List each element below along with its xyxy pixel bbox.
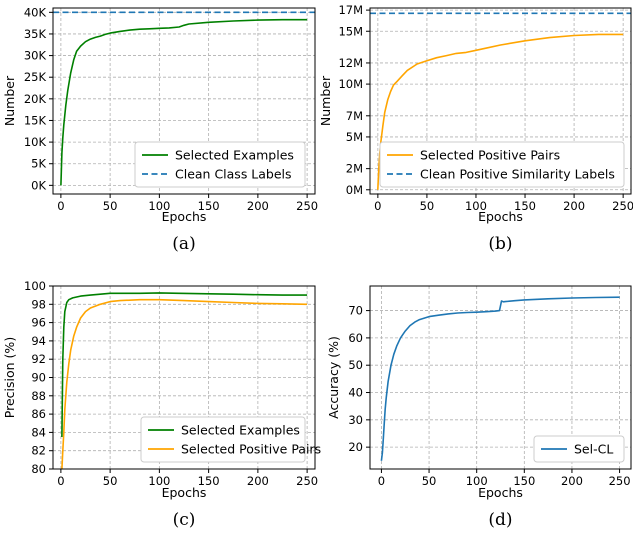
y-tick-label: 94 bbox=[31, 334, 46, 348]
y-tick-label: 92 bbox=[31, 352, 46, 366]
y-tick-label: 20K bbox=[24, 92, 47, 106]
y-tick-label: 15K bbox=[24, 113, 47, 127]
x-tick-label: 250 bbox=[609, 474, 631, 488]
y-tick-label: 17M bbox=[338, 3, 363, 17]
x-tick-label: 200 bbox=[561, 474, 583, 488]
legend-label: Selected Examples bbox=[175, 148, 294, 163]
y-tick-label: 5M bbox=[346, 130, 363, 144]
y-tick-label: 25K bbox=[24, 70, 47, 84]
panel-caption: (b) bbox=[488, 234, 512, 254]
y-tick-label: 100 bbox=[24, 279, 46, 293]
y-tick-label: 2M bbox=[346, 162, 363, 176]
legend-label: Clean Positive Similarity Labels bbox=[420, 167, 615, 182]
x-axis-title: Epochs bbox=[478, 485, 523, 500]
x-tick-label: 150 bbox=[514, 199, 536, 213]
y-tick-label: 60 bbox=[348, 331, 363, 345]
chart-panel-a: 0 50 100 150 200 250 0K 5K 10K 15K 20K 25K 30K 35K 40K… bbox=[2, 5, 318, 254]
y-tick-label: 30 bbox=[348, 413, 363, 427]
y-axis-title: Accuracy (%) bbox=[326, 336, 341, 419]
x-tick-label: 0 bbox=[374, 199, 381, 213]
legend: Selected Examples Clean Class Labels bbox=[134, 141, 306, 188]
x-tick-label: 200 bbox=[247, 199, 269, 213]
y-tick-label: 20 bbox=[348, 440, 363, 454]
panel-caption: (d) bbox=[488, 510, 512, 530]
legend-label: Clean Class Labels bbox=[175, 167, 292, 182]
x-tick-label: 150 bbox=[198, 474, 220, 488]
x-tick-label: 250 bbox=[296, 199, 318, 213]
series-line-data bbox=[380, 296, 620, 461]
x-tick-label: 100 bbox=[148, 474, 170, 488]
y-tick-label: 80 bbox=[31, 462, 46, 476]
x-tick-label: 100 bbox=[466, 474, 488, 488]
series-line-data bbox=[377, 33, 624, 190]
y-tick-label: 30K bbox=[24, 49, 47, 63]
y-tick-label: 40K bbox=[24, 5, 47, 19]
x-tick-label: 0 bbox=[57, 199, 64, 213]
plot-frame bbox=[369, 285, 632, 470]
x-tick-label: 50 bbox=[103, 199, 118, 213]
y-tick-label: 90 bbox=[31, 371, 46, 385]
y-tick-label: 12M bbox=[338, 56, 363, 70]
y-tick-label: 7M bbox=[346, 109, 363, 123]
x-tick-label: 50 bbox=[420, 199, 435, 213]
chart-panel-b: 0 50 100 150 200 250 0M 2M 5M 7M 10M 12M 15M 17M Epoch… bbox=[318, 3, 633, 254]
y-tick-label: 88 bbox=[31, 389, 46, 403]
plot-frame bbox=[52, 7, 316, 195]
y-tick-label: 50 bbox=[348, 358, 363, 372]
y-axis-title: Number bbox=[318, 75, 333, 126]
y-tick-label: 0M bbox=[346, 183, 363, 197]
legend-box bbox=[379, 141, 625, 188]
y-tick-label: 5K bbox=[31, 157, 46, 171]
legend-label: Sel-CL bbox=[574, 442, 613, 457]
legend: Selected Positive Pairs Clean Positive Si… bbox=[379, 141, 625, 188]
series-line-data bbox=[60, 18, 308, 186]
panel-caption: (c) bbox=[173, 510, 196, 530]
y-tick-label: 35K bbox=[24, 27, 47, 41]
y-tick-label: 0K bbox=[31, 178, 46, 192]
y-axis-title: Precision (%) bbox=[2, 337, 17, 418]
x-tick-label: 150 bbox=[198, 199, 220, 213]
legend-box bbox=[140, 416, 306, 463]
y-tick-label: 86 bbox=[31, 407, 46, 421]
legend-label: Selected Positive Pairs bbox=[181, 442, 321, 457]
y-tick-label: 98 bbox=[31, 297, 46, 311]
y-tick-label: 10K bbox=[24, 135, 47, 149]
y-tick-label: 84 bbox=[31, 425, 46, 439]
x-tick-label: 200 bbox=[563, 199, 585, 213]
y-tick-label: 10M bbox=[338, 77, 363, 91]
y-tick-label: 15M bbox=[338, 24, 363, 38]
x-tick-label: 150 bbox=[513, 474, 535, 488]
x-axis-title: Epochs bbox=[478, 209, 523, 224]
x-tick-label: 250 bbox=[296, 474, 318, 488]
x-tick-label: 0 bbox=[57, 474, 64, 488]
x-tick-label: 0 bbox=[378, 474, 385, 488]
x-tick-label: 50 bbox=[103, 474, 118, 488]
chart-panel-c: 0 50 100 150 200 25080828486889092949698100Ep… bbox=[2, 279, 321, 530]
chart-panel-d: 0 50 100 150 200 250 20 30 40 50 60 70 Epochs Accurac… bbox=[326, 285, 632, 530]
y-tick-label: 40 bbox=[348, 386, 363, 400]
legend-box bbox=[134, 141, 306, 188]
x-tick-label: 50 bbox=[422, 474, 437, 488]
plot-frame bbox=[369, 7, 632, 195]
x-tick-label: 200 bbox=[247, 474, 269, 488]
x-tick-label: 100 bbox=[465, 199, 487, 213]
legend: Sel-CL bbox=[533, 435, 625, 463]
x-axis-title: Epochs bbox=[162, 485, 207, 500]
panel-caption: (a) bbox=[172, 234, 195, 254]
y-tick-label: 82 bbox=[31, 444, 46, 458]
x-axis-title: Epochs bbox=[162, 209, 207, 224]
series-line-data bbox=[61, 298, 308, 469]
y-tick-label: 96 bbox=[31, 316, 46, 330]
y-tick-label: 70 bbox=[348, 304, 363, 318]
legend: Selected Examples Selected Positive Pairs bbox=[140, 416, 321, 463]
x-tick-label: 250 bbox=[612, 199, 633, 213]
legend-label: Selected Examples bbox=[181, 423, 300, 438]
x-tick-label: 100 bbox=[148, 199, 170, 213]
series-line-data bbox=[61, 292, 308, 438]
legend-label: Selected Positive Pairs bbox=[420, 148, 560, 163]
legend-box bbox=[533, 435, 625, 463]
y-axis-title: Number bbox=[2, 75, 17, 126]
